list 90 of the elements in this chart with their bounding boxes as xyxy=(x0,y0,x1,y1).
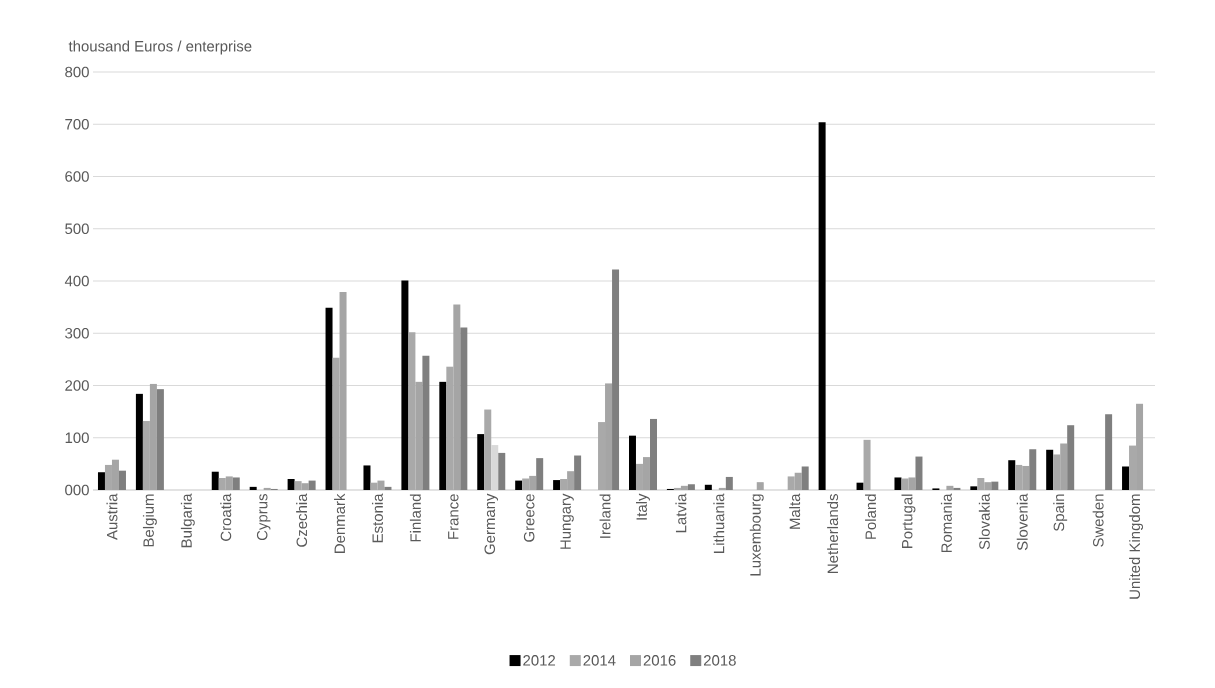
bar xyxy=(1008,460,1016,490)
x-tick-label: Austria xyxy=(106,493,118,540)
bar xyxy=(460,327,468,490)
legend-label: 2018 xyxy=(703,655,736,666)
bar xyxy=(863,439,871,490)
bar xyxy=(553,480,561,490)
y-tick-label: 700 xyxy=(65,118,89,130)
bar xyxy=(1105,414,1113,490)
y-tick-label: 400 xyxy=(64,275,89,287)
x-tick-label: Italy xyxy=(636,493,650,520)
bar xyxy=(249,486,257,490)
bar xyxy=(1029,449,1037,490)
y-axis-title: thousand Euros / enterprise xyxy=(68,40,252,55)
bar xyxy=(135,393,143,490)
bar xyxy=(1122,466,1130,490)
bar xyxy=(612,269,620,490)
bar xyxy=(953,487,961,490)
bar xyxy=(118,470,126,490)
bar xyxy=(477,434,485,490)
bar xyxy=(156,389,164,490)
x-tick-label: Portugal xyxy=(901,494,916,548)
x-tick-label: Czechia xyxy=(296,493,308,547)
bar xyxy=(628,435,636,490)
bar xyxy=(649,418,657,490)
bar xyxy=(756,482,764,490)
bar xyxy=(725,476,733,490)
y-tick-label: 300 xyxy=(65,327,89,339)
x-tick-label: Slovakia xyxy=(978,493,990,550)
y-tick-label: 200 xyxy=(65,380,89,391)
y-tick-label: 000 xyxy=(65,484,89,496)
bar xyxy=(287,479,295,490)
y-tick-label: 500 xyxy=(65,223,89,235)
bar xyxy=(439,381,447,490)
bar xyxy=(308,480,316,490)
x-tick-label: Greece xyxy=(523,494,535,542)
y-tick-label: 600 xyxy=(65,171,89,182)
bar xyxy=(97,472,105,490)
x-tick-label: Cyprus xyxy=(256,494,271,541)
x-tick-label: Lithuania xyxy=(713,493,725,553)
x-tick-label: United Kingdom xyxy=(1129,494,1143,599)
bar xyxy=(894,477,902,490)
bar xyxy=(687,484,695,490)
bar xyxy=(384,486,392,490)
bar xyxy=(801,466,809,490)
x-tick-label: France xyxy=(448,494,459,539)
bar xyxy=(536,458,544,490)
y-tick-label: 800 xyxy=(65,66,89,78)
x-tick-label: Denmark xyxy=(334,493,346,553)
bar xyxy=(401,280,409,490)
x-tick-label: Spain xyxy=(1053,494,1068,532)
bar xyxy=(704,484,712,490)
x-tick-label: Belgium xyxy=(142,494,157,547)
x-tick-label: Slovenia xyxy=(1016,493,1028,551)
bar xyxy=(515,480,523,490)
bar xyxy=(574,455,582,490)
bar xyxy=(991,481,999,490)
bar xyxy=(915,456,923,490)
x-tick-label: Romania xyxy=(940,493,952,553)
legend-label: 2012 xyxy=(523,655,556,666)
legend-label: 2014 xyxy=(583,655,616,666)
x-tick-label: Hungary xyxy=(560,493,574,549)
x-tick-label: Sweden xyxy=(1092,494,1104,547)
x-tick-label: Luxembourg xyxy=(749,494,764,576)
x-tick-label: Croatia xyxy=(220,493,232,541)
x-tick-label: Bulgaria xyxy=(180,493,195,548)
legend-label: 2016 xyxy=(643,655,676,666)
y-tick-label: 100 xyxy=(65,432,89,444)
bar xyxy=(718,487,726,490)
x-tick-label: Finland xyxy=(409,494,421,542)
x-tick-label: Estonia xyxy=(371,493,383,543)
bar xyxy=(1067,425,1075,490)
bar xyxy=(818,122,826,490)
bar xyxy=(422,355,430,490)
bar xyxy=(263,487,271,490)
bar xyxy=(856,482,864,490)
bar xyxy=(211,471,219,490)
x-tick-label: Ireland xyxy=(599,494,611,538)
bar xyxy=(498,452,506,490)
x-tick-label: Netherlands xyxy=(827,494,839,573)
bar xyxy=(363,465,371,490)
bar xyxy=(970,486,978,490)
bar xyxy=(232,477,240,490)
bar xyxy=(946,485,954,490)
x-tick-label: Poland xyxy=(865,494,877,539)
bar xyxy=(1046,449,1054,490)
bar xyxy=(484,409,492,490)
x-tick-label: Malta xyxy=(789,493,801,529)
bar xyxy=(325,307,333,490)
x-tick-label: Latvia xyxy=(675,493,687,533)
x-tick-label: Germany xyxy=(484,493,499,555)
